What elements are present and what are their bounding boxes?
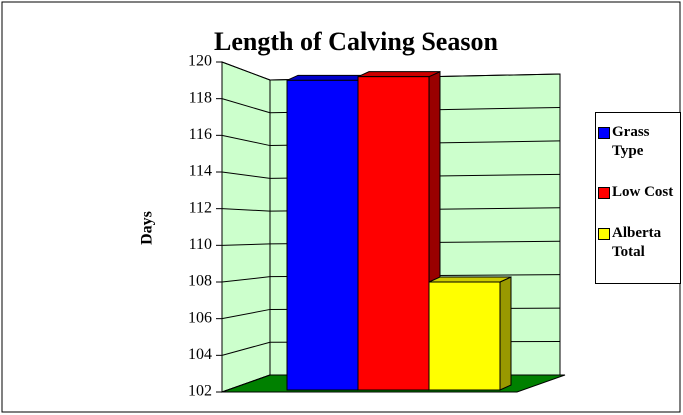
grid-line — [221, 208, 271, 212]
grid-line — [221, 61, 271, 81]
bar-side — [499, 276, 512, 391]
grid-line — [221, 98, 271, 114]
bar — [286, 79, 359, 391]
legend-label: Low Cost — [612, 184, 674, 200]
chart-title: Length of Calving Season — [214, 27, 498, 56]
legend-label: Alberta Total — [612, 225, 662, 260]
grid-line — [221, 243, 271, 246]
grid-line — [221, 276, 271, 283]
y-tick-label: 120 — [188, 53, 212, 70]
legend-swatch — [598, 228, 610, 240]
legend-label: Grass Type — [612, 124, 650, 159]
legend-entry: Alberta Total — [598, 224, 680, 262]
bar-top — [428, 276, 512, 283]
y-tick-label: 110 — [189, 236, 212, 253]
grid-line — [221, 308, 271, 320]
bar — [428, 281, 501, 391]
y-tick-label: 102 — [188, 383, 212, 400]
y-tick-label: 114 — [189, 163, 212, 180]
grid-line — [221, 341, 271, 356]
y-tick-label: 108 — [188, 273, 212, 290]
legend-entry: Low Cost — [598, 183, 680, 202]
legend-swatch — [598, 127, 610, 139]
grid-line — [221, 171, 271, 179]
legend-entry: Grass Type — [598, 123, 680, 161]
y-tick-label: 112 — [189, 199, 212, 216]
legend-swatch — [598, 187, 610, 199]
bar — [357, 76, 430, 391]
bar-top — [286, 74, 370, 81]
grid-line — [221, 134, 271, 147]
legend: Grass Type Low Cost Alberta Total — [595, 112, 681, 284]
y-tick-label: 106 — [188, 309, 212, 326]
grid-line — [221, 374, 271, 393]
side-wall — [221, 61, 271, 393]
y-axis-label: Days — [139, 211, 156, 245]
bar-top — [357, 71, 441, 78]
y-tick-label: 118 — [189, 89, 212, 106]
y-tick-label: 116 — [189, 126, 212, 143]
y-tick-label: 104 — [188, 346, 212, 363]
